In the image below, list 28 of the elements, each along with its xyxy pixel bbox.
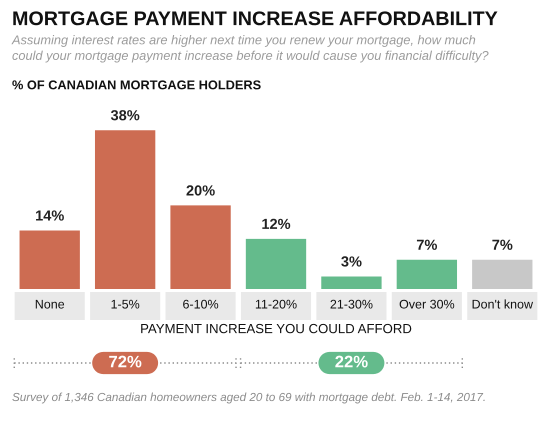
text: 72% [109,356,142,368]
x-tick-label: 1-5% [112,300,140,309]
y-axis-title: % OF CANADIAN MORTGAGE HOLDERS [12,80,261,90]
x-tick-label: None [36,300,64,309]
bar [94,130,156,289]
data-label: 38% [110,110,140,120]
text: Survey of 1,346 Canadian homeowners aged 20 to 69 with mortgage debt. Feb. 1-14, 2017. [12,392,485,404]
bar [170,205,231,289]
data-label: 7% [492,240,512,250]
x-tick-label: 21-30% [330,300,373,309]
data-label: 14% [36,210,64,221]
chart-title: MORTGAGE PAYMENT INCREASE AFFORDABILITY [13,11,498,26]
bar [472,260,532,289]
x-tick-label: Don't know [472,299,534,309]
bar [321,276,382,289]
x-tick-label: Over 30% [400,300,454,309]
x-axis-title: PAYMENT INCREASE YOU COULD AFFORD [141,324,412,334]
bar [396,260,458,289]
bar [20,230,80,289]
data-label: 20% [186,185,215,196]
data-label: 12% [262,218,290,230]
x-tick-label: 11-20% [256,300,297,309]
text: 22% [335,356,368,368]
data-label: 3% [341,256,362,267]
x-tick-label: 6-10% [183,300,218,309]
bar [246,238,306,289]
data-label: 7% [416,240,438,250]
chart-subtitle: Assuming interest rates are higher next time you renew your mortgage, how much could your mortgage payment increase before it would cause you financial difficulty? [11,35,489,63]
